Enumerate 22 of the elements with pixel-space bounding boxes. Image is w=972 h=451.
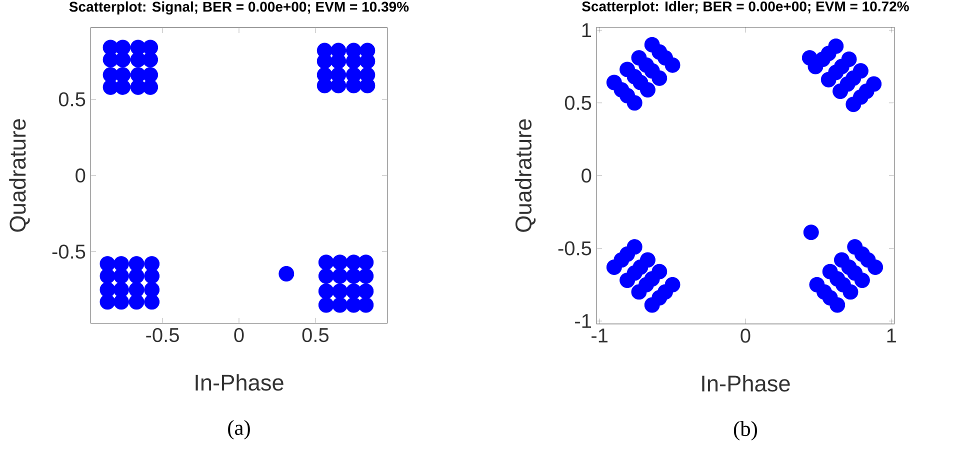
y-axis-title: Quadrature [9,119,30,232]
y-axis-title: Quadrature [514,119,536,232]
chart-title: Scatterplot: Idler; BER = 0.00e+00; EVM = 10.72% [582,1,909,14]
x-axis-title: In-Phase [702,374,790,392]
y-tick-label: 1 [582,23,591,38]
x-tick-label: 1 [887,328,896,342]
y-tick-label: -0.5 [52,244,86,259]
x-axis-title: In-Phase [196,374,284,391]
y-tick-label: 0.5 [58,92,86,106]
x-tick-label: 0 [740,328,750,343]
chart-title: Scatterplot: Signal; BER = 0.00e+00; EVM = 10.39% [69,1,409,15]
x-tick-label: 0 [234,328,244,342]
y-tick-label: -1 [575,314,591,328]
x-tick-label: 0.5 [302,328,329,342]
x-tick-label: -1 [592,328,608,342]
text: (b) [734,421,757,440]
y-tick-label: -0.5 [558,241,592,256]
x-tick-label: -0.5 [146,328,179,342]
text: (a) [228,420,250,440]
y-tick-label: 0.5 [564,96,592,110]
y-tick-label: 0 [582,168,592,183]
y-tick-label: 0 [76,168,86,183]
